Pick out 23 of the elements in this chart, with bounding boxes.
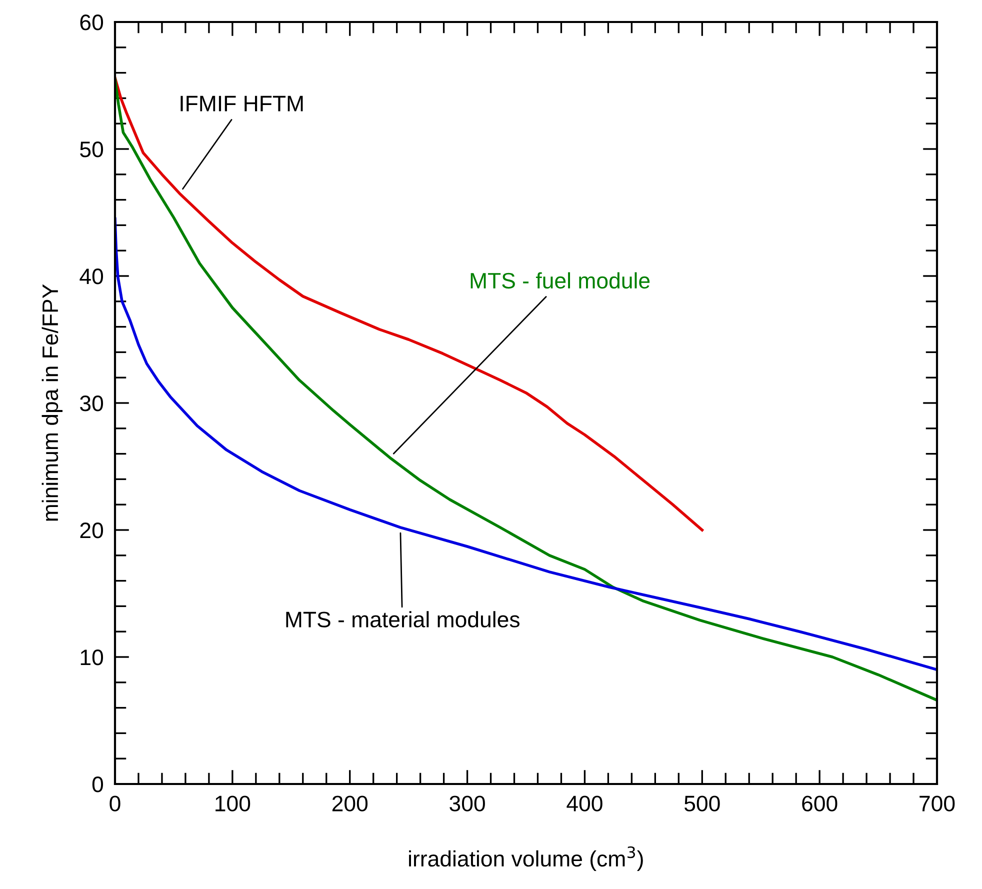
y-axis-title: minimum dpa in Fe/FPY bbox=[42, 284, 63, 521]
y-tick-label: 50 bbox=[80, 142, 104, 158]
text: MTS - fuel module bbox=[470, 272, 650, 289]
x-tick-label: 600 bbox=[802, 796, 838, 812]
line-series bbox=[115, 217, 937, 672]
x-axis-title: irradiation volume (cm$^{3}$) bbox=[409, 846, 643, 872]
y-tick-label: 10 bbox=[80, 650, 104, 666]
line-series bbox=[115, 78, 937, 702]
x-tick-label: 400 bbox=[566, 796, 602, 812]
x-tick-label: 500 bbox=[684, 796, 720, 812]
text: IFMIF HFTM bbox=[180, 96, 303, 112]
y-tick-label: 60 bbox=[80, 14, 104, 30]
x-tick-label: 200 bbox=[332, 796, 368, 812]
y-tick-label: 20 bbox=[80, 522, 104, 538]
x-tick-label: 100 bbox=[216, 796, 250, 812]
line-series bbox=[115, 76, 704, 532]
y-tick-label: 40 bbox=[80, 268, 104, 284]
y-tick-label: 0 bbox=[92, 776, 104, 792]
x-tick-label: 700 bbox=[920, 796, 955, 812]
text: MTS - material modules bbox=[286, 611, 520, 628]
x-tick-label: 0 bbox=[110, 796, 120, 812]
x-tick-label: 300 bbox=[450, 796, 485, 812]
y-tick-label: 30 bbox=[80, 396, 104, 412]
